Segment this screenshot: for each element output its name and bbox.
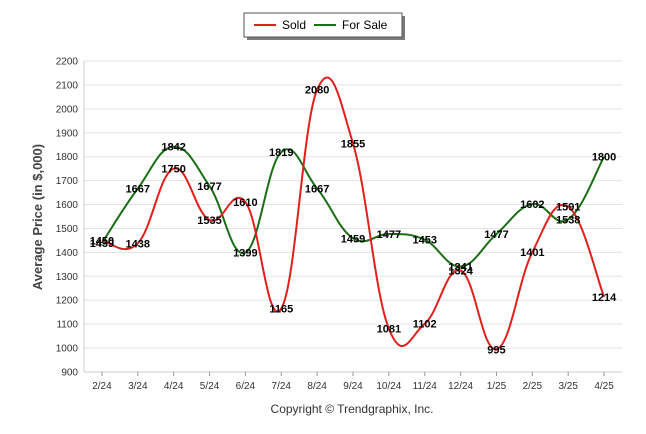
data-label-sold: 1214: [592, 292, 617, 304]
data-label-sold: 1102: [413, 319, 437, 331]
y-tick-label: 900: [61, 368, 78, 379]
data-label-sold: 2080: [305, 85, 329, 97]
data-label-for-sale: 1819: [269, 147, 293, 159]
data-label-for-sale: 1602: [520, 199, 544, 211]
data-label-sold: 1401: [520, 247, 544, 259]
series-lines: [101, 76, 605, 351]
x-tick-label: 11/24: [413, 381, 438, 392]
data-label-for-sale: 1439: [90, 238, 114, 250]
data-label-for-sale: 1677: [197, 181, 221, 193]
data-label-sold: 1591: [556, 202, 580, 214]
data-label-sold: 1438: [126, 238, 150, 250]
x-tick-label: 3/24: [128, 381, 148, 392]
data-label-for-sale: 1667: [126, 184, 150, 196]
x-tick-label: 3/25: [558, 381, 578, 392]
data-label-for-sale: 1477: [484, 229, 508, 241]
data-label-for-sale: 1341: [448, 261, 472, 273]
y-tick-label: 2200: [56, 57, 79, 68]
y-tick-label: 1100: [56, 320, 78, 331]
y-tick-label: 1300: [56, 272, 79, 283]
data-label-sold: 1450: [90, 235, 114, 247]
data-label-for-sale: 1477: [377, 229, 401, 241]
data-label-sold: 1324: [448, 266, 473, 278]
data-label-sold: 995: [487, 344, 505, 356]
gridlines: [83, 60, 622, 373]
x-tick-label: 8/24: [307, 381, 327, 392]
x-tick-label: 12/24: [448, 381, 473, 392]
data-label-for-sale: 1459: [341, 233, 365, 245]
data-label-for-sale: 1538: [556, 214, 580, 226]
y-tick-label: 1600: [56, 200, 79, 211]
y-tick-label: 1800: [56, 152, 79, 163]
legend: Sold For Sale: [243, 12, 405, 40]
data-label-sold: 1610: [233, 197, 257, 209]
series-line-for-sale: [101, 145, 605, 268]
y-tick-label: 1400: [56, 248, 79, 259]
data-label-for-sale: 1453: [412, 235, 436, 247]
y-axis-label: Average Price (in $,000): [30, 144, 45, 290]
data-label-for-sale: 1667: [305, 184, 329, 196]
data-label-for-sale: 1399: [233, 248, 257, 260]
x-tick-label: 2/24: [92, 381, 112, 392]
y-tick-label: 1500: [56, 224, 79, 235]
legend-label: For Sale: [342, 18, 388, 32]
x-tick-label: 5/24: [200, 381, 220, 392]
data-label-sold: 1855: [341, 139, 365, 151]
x-tick-label: 4/24: [164, 381, 184, 392]
y-tick-label: 1200: [56, 296, 79, 307]
x-axis-ticks: 2/24 3/24 4/24 5/24 6/24 7/24 8/24 9/24 10/24 11/…: [92, 372, 614, 392]
x-tick-label: 4/25: [594, 381, 614, 392]
x-tick-label: 9/24: [343, 381, 363, 392]
x-tick-label: 10/24: [376, 381, 401, 392]
data-label-for-sale: 1842: [161, 142, 185, 154]
y-axis-ticks: 900 1000 1100 1200 1300 1400 1500 1600 1700 1800 1…: [56, 57, 79, 379]
legend-label: Sold: [282, 18, 306, 32]
y-tick-label: 2100: [56, 80, 79, 91]
y-tick-label: 1000: [56, 344, 79, 355]
data-label-sold: 1165: [269, 304, 293, 316]
copyright-footer: Copyright © Trendgraphix, Inc.: [271, 402, 434, 416]
x-tick-label: 6/24: [236, 381, 256, 392]
data-label-sold: 1081: [377, 324, 401, 336]
x-tick-label: 2/25: [523, 381, 543, 392]
y-tick-label: 1700: [56, 176, 79, 187]
data-label-for-sale: 1800: [592, 152, 616, 164]
x-tick-label: 1/25: [487, 381, 507, 392]
y-tick-label: 2000: [56, 104, 79, 115]
series-line-sold: [101, 76, 605, 351]
x-tick-label: 7/24: [272, 381, 292, 392]
data-labels: 1450 1438 1750 1535 1610 1165 2080 1855 1081 1102…: [90, 85, 617, 357]
data-label-sold: 1535: [197, 215, 221, 227]
data-label-sold: 1750: [161, 164, 185, 176]
y-tick-label: 1900: [56, 128, 79, 139]
